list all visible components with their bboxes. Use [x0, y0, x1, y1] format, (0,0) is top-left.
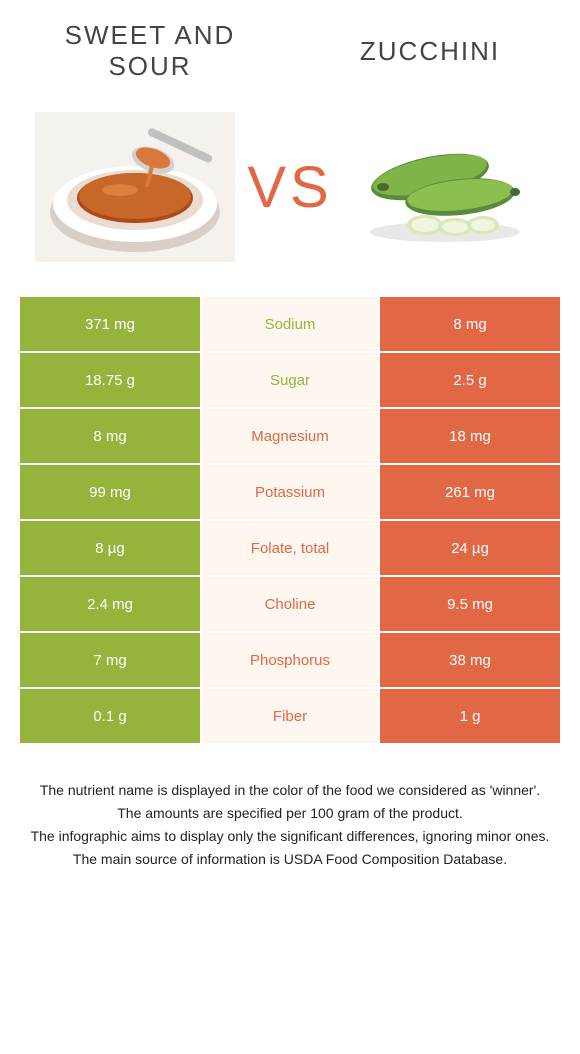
images-row: VS — [0, 112, 580, 262]
nutrient-row: 0.1 gFiber1 g — [20, 689, 560, 745]
nutrient-name: Magnesium — [200, 409, 380, 463]
nutrient-value-left: 2.4 mg — [20, 577, 200, 631]
nutrient-row: 371 mgSodium8 mg — [20, 297, 560, 353]
nutrient-row: 18.75 gSugar2.5 g — [20, 353, 560, 409]
nutrient-value-left: 99 mg — [20, 465, 200, 519]
nutrient-value-right: 8 mg — [380, 297, 560, 351]
footer-line: The main source of information is USDA F… — [25, 849, 555, 870]
nutrient-name: Sodium — [200, 297, 380, 351]
nutrient-value-left: 8 mg — [20, 409, 200, 463]
nutrient-value-left: 371 mg — [20, 297, 200, 351]
food-title-left: SWEET AND SOUR — [40, 20, 260, 82]
food-image-left — [35, 112, 235, 262]
footer-line: The amounts are specified per 100 gram o… — [25, 803, 555, 824]
nutrient-row: 99 mgPotassium261 mg — [20, 465, 560, 521]
nutrient-value-right: 24 µg — [380, 521, 560, 575]
food-title-right: ZUCCHINI — [320, 36, 540, 67]
nutrient-value-right: 18 mg — [380, 409, 560, 463]
nutrient-name: Phosphorus — [200, 633, 380, 687]
nutrient-value-right: 261 mg — [380, 465, 560, 519]
nutrient-row: 7 mgPhosphorus38 mg — [20, 633, 560, 689]
nutrient-value-right: 1 g — [380, 689, 560, 743]
nutrient-value-right: 2.5 g — [380, 353, 560, 407]
footer-line: The infographic aims to display only the… — [25, 826, 555, 847]
footer-text: The nutrient name is displayed in the co… — [0, 745, 580, 870]
vs-label: VS — [247, 154, 332, 221]
nutrient-name: Fiber — [200, 689, 380, 743]
nutrient-row: 8 mgMagnesium18 mg — [20, 409, 560, 465]
nutrient-table: 371 mgSodium8 mg18.75 gSugar2.5 g8 mgMag… — [0, 297, 580, 745]
nutrient-name: Potassium — [200, 465, 380, 519]
nutrient-value-right: 9.5 mg — [380, 577, 560, 631]
food-image-right — [345, 112, 545, 262]
nutrient-row: 2.4 mgCholine9.5 mg — [20, 577, 560, 633]
nutrient-value-left: 18.75 g — [20, 353, 200, 407]
nutrient-name: Choline — [200, 577, 380, 631]
nutrient-name: Sugar — [200, 353, 380, 407]
nutrient-value-right: 38 mg — [380, 633, 560, 687]
footer-line: The nutrient name is displayed in the co… — [25, 780, 555, 801]
header-titles: SWEET AND SOUR ZUCCHINI — [0, 20, 580, 82]
nutrient-value-left: 0.1 g — [20, 689, 200, 743]
nutrient-name: Folate, total — [200, 521, 380, 575]
nutrient-value-left: 8 µg — [20, 521, 200, 575]
nutrient-value-left: 7 mg — [20, 633, 200, 687]
nutrient-row: 8 µgFolate, total24 µg — [20, 521, 560, 577]
